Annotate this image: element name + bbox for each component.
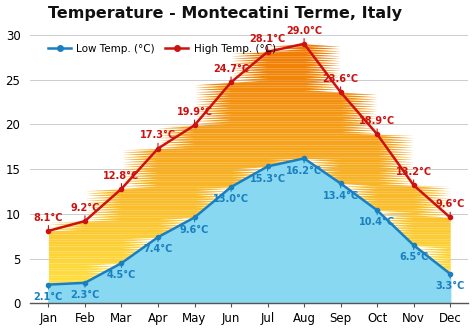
Text: 13.2°C: 13.2°C	[396, 167, 432, 184]
Text: Temperature - Montecatini Terme, Italy: Temperature - Montecatini Terme, Italy	[48, 6, 401, 21]
Text: 28.1°C: 28.1°C	[249, 34, 286, 51]
Text: 9.6°C: 9.6°C	[436, 199, 465, 216]
Text: 16.2°C: 16.2°C	[286, 160, 322, 175]
Text: 6.5°C: 6.5°C	[399, 247, 428, 262]
Text: 19.9°C: 19.9°C	[176, 107, 212, 124]
Text: 15.3°C: 15.3°C	[249, 168, 286, 184]
Text: 29.0°C: 29.0°C	[286, 26, 322, 42]
Text: 4.5°C: 4.5°C	[107, 264, 136, 280]
Text: 13.4°C: 13.4°C	[322, 185, 359, 201]
Text: 10.4°C: 10.4°C	[359, 212, 395, 227]
Text: 2.3°C: 2.3°C	[70, 284, 100, 300]
Legend: Low Temp. (°C), High Temp. (°C): Low Temp. (°C), High Temp. (°C)	[44, 39, 280, 58]
Text: 13.0°C: 13.0°C	[213, 188, 249, 204]
Text: 9.2°C: 9.2°C	[70, 203, 100, 220]
Text: 2.1°C: 2.1°C	[34, 286, 63, 302]
Text: 24.7°C: 24.7°C	[213, 64, 249, 81]
Text: 23.6°C: 23.6°C	[322, 74, 359, 91]
Text: 8.1°C: 8.1°C	[34, 213, 63, 230]
Text: 17.3°C: 17.3°C	[140, 130, 176, 147]
Text: 18.9°C: 18.9°C	[359, 116, 395, 133]
Text: 9.6°C: 9.6°C	[180, 219, 209, 235]
Text: 3.3°C: 3.3°C	[436, 275, 465, 291]
Text: 12.8°C: 12.8°C	[103, 171, 139, 187]
Text: 7.4°C: 7.4°C	[143, 239, 173, 254]
